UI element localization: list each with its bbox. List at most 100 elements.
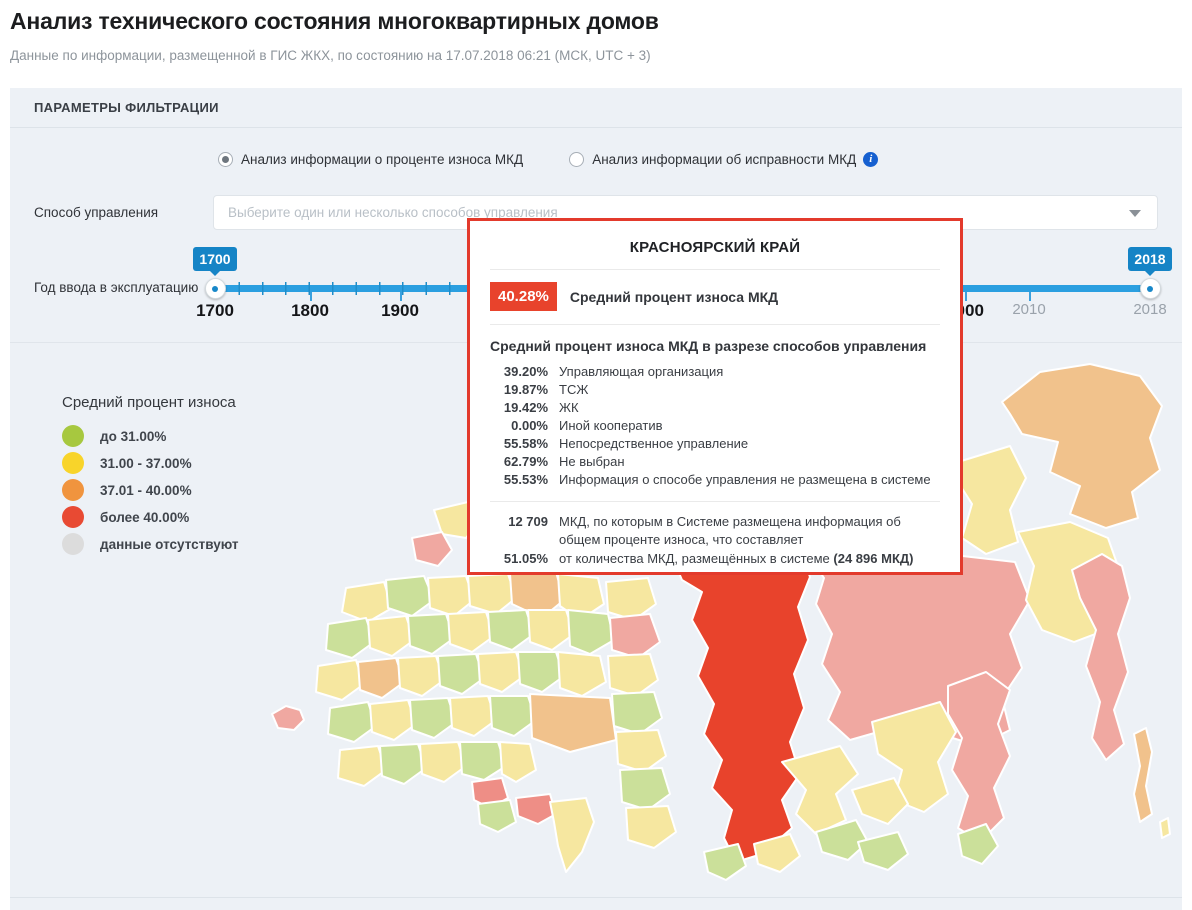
map-region[interactable]	[477, 651, 525, 693]
slider-tick-2000	[965, 292, 967, 301]
radio-selected-icon[interactable]	[218, 152, 233, 167]
map-region[interactable]	[1159, 817, 1171, 839]
radio-wear-analysis[interactable]: Анализ информации о проценте износа МКД	[218, 152, 523, 167]
analysis-mode-radios: Анализ информации о проценте износа МКД …	[218, 152, 879, 167]
map-region[interactable]	[615, 729, 667, 773]
legend-item-label: более 40.00%	[100, 509, 190, 525]
map-region[interactable]	[271, 705, 305, 731]
map-region[interactable]	[325, 617, 375, 659]
map-region[interactable]	[385, 575, 435, 617]
map-region[interactable]	[449, 695, 497, 737]
map-region[interactable]	[419, 741, 467, 783]
map-region[interactable]	[327, 701, 377, 743]
map-region[interactable]	[379, 743, 427, 785]
map-region[interactable]	[487, 609, 535, 651]
legend-item: данные отсутствуют	[62, 533, 239, 555]
breakdown-label: ЖК	[559, 400, 579, 415]
map-region[interactable]	[781, 745, 859, 835]
map-region[interactable]	[447, 611, 495, 653]
map-region[interactable]	[609, 613, 661, 659]
map-region[interactable]	[341, 581, 393, 623]
breakdown-value: 62.79%	[503, 454, 548, 469]
total-row: 12 709 МКД, по которым в Системе размеще…	[490, 513, 940, 549]
map-region[interactable]	[557, 651, 607, 697]
map-region[interactable]	[957, 823, 999, 865]
map-region[interactable]	[549, 797, 595, 873]
breakdown-value: 55.58%	[503, 436, 548, 451]
legend-item: до 31.00%	[62, 425, 239, 447]
map-region[interactable]	[619, 767, 671, 811]
legend-gray-dot	[62, 533, 84, 555]
map-region-krasnoyarsk[interactable]	[669, 546, 811, 863]
page-title: Анализ технического состояния многокварт…	[10, 8, 659, 34]
map-region[interactable]	[529, 693, 617, 753]
map-region[interactable]	[1071, 553, 1131, 761]
map-region[interactable]	[871, 701, 957, 813]
map-region[interactable]	[367, 615, 415, 657]
map-region[interactable]	[409, 697, 457, 739]
map-region[interactable]	[369, 699, 417, 741]
map-region[interactable]	[625, 805, 677, 849]
total-row: 51.05% от количества МКД, размещённых в …	[490, 550, 940, 568]
breakdown-row: 62.79% Не выбран	[490, 453, 940, 471]
breakdown-label: Не выбран	[559, 454, 625, 469]
slider-tick-2010	[1029, 292, 1031, 301]
legend-red-dot	[62, 506, 84, 528]
map-region[interactable]	[1133, 727, 1153, 823]
legend-item-label: 37.01 - 40.00%	[100, 482, 192, 498]
axis-label-1900: 1900	[381, 301, 419, 320]
slider-min-tooltip: 1700	[193, 247, 237, 276]
map-region[interactable]	[1001, 363, 1163, 529]
slider-handle-max[interactable]	[1139, 278, 1161, 299]
map-region[interactable]	[337, 745, 387, 787]
map-region[interactable]	[947, 671, 1011, 843]
map-region[interactable]	[477, 799, 517, 833]
breakdown-list: 39.20% Управляющая организация 19.87% ТС…	[490, 363, 940, 501]
map-region[interactable]	[407, 613, 455, 655]
map-region[interactable]	[411, 531, 453, 567]
map-region[interactable]	[605, 577, 657, 621]
map-region[interactable]	[489, 695, 537, 737]
map-region[interactable]	[703, 843, 747, 881]
legend-yellow-dot	[62, 452, 84, 474]
total-label: МКД, по которым в Системе размещена инфо…	[559, 514, 901, 547]
map-region[interactable]	[611, 691, 663, 735]
chevron-down-icon[interactable]	[1129, 210, 1141, 217]
map-region[interactable]	[957, 445, 1027, 555]
map-region[interactable]	[467, 573, 517, 615]
breakdown-row: 19.42% ЖК	[490, 399, 940, 417]
map-region[interactable]	[517, 651, 565, 693]
map-region[interactable]	[815, 819, 869, 861]
map-region[interactable]	[459, 741, 507, 781]
legend-item: более 40.00%	[62, 506, 239, 528]
radio-serviceability-label: Анализ информации об исправности МКД	[592, 152, 857, 167]
average-wear-badge: 40.28%	[490, 282, 557, 311]
map-regions[interactable]	[271, 363, 1171, 881]
map-region[interactable]	[567, 609, 615, 655]
breakdown-label: Управляющая организация	[559, 364, 724, 379]
total-label-text: от количества МКД, размещённых в системе	[559, 551, 834, 566]
map-region[interactable]	[753, 833, 801, 873]
map-region[interactable]	[437, 653, 485, 695]
map-region[interactable]	[515, 793, 557, 825]
map-region[interactable]	[857, 831, 909, 871]
popup-region-title: КРАСНОЯРСКИЙ КРАЙ	[629, 239, 801, 256]
map-region[interactable]	[427, 575, 475, 617]
map-region[interactable]	[851, 777, 909, 825]
breakdown-value: 39.20%	[503, 364, 548, 379]
map-region[interactable]	[357, 657, 405, 699]
map-region[interactable]	[397, 655, 445, 697]
russia-map[interactable]	[10, 342, 1182, 898]
map-region[interactable]	[607, 653, 659, 697]
slider-handle-min[interactable]	[204, 278, 226, 299]
map-region[interactable]	[527, 609, 575, 651]
map-region[interactable]	[499, 741, 537, 783]
slider-tick-1900	[400, 292, 402, 301]
filter-panel-title: ПАРАМЕТРЫ ФИЛЬТРАЦИИ	[34, 100, 219, 115]
map-region[interactable]	[315, 659, 365, 701]
radio-serviceability-analysis[interactable]: Анализ информации об исправности МКД i	[569, 152, 879, 167]
info-icon[interactable]: i	[863, 152, 879, 167]
slider-tick-1800	[310, 292, 312, 301]
radio-unselected-icon[interactable]	[569, 152, 585, 167]
